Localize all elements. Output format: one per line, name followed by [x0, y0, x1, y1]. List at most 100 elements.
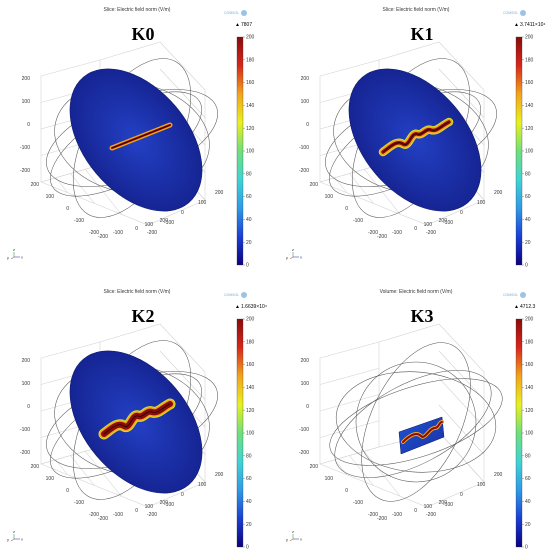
panel-k2: Slice: Electric field norm (V/m) COMSOL K2…: [7, 289, 267, 551]
grid-line: [159, 350, 206, 400]
y-tick-label: 100: [46, 194, 55, 200]
colorbar-tick-label: 20: [246, 522, 252, 528]
x-tick-bottom-label: -200: [98, 516, 108, 522]
colorbar-tick-label: 40: [525, 217, 531, 223]
triad-y: [289, 538, 294, 542]
colorbar-tick-label: 20: [246, 240, 252, 246]
x-tick-label: 0: [460, 210, 463, 216]
y-tick-label: 0: [66, 206, 69, 212]
field-hotspot: [98, 398, 176, 440]
x-tick-label: 200: [215, 472, 224, 478]
grid-line: [319, 394, 380, 412]
x-tick-bottom-label: 100: [424, 222, 433, 228]
z-tick-label: 200: [22, 358, 31, 364]
colorbar-scale: [515, 318, 523, 548]
grid-wall-back: [378, 323, 485, 483]
panel-k3: Volume: Electric field norm (V/m) COMSOL K…: [286, 289, 536, 551]
triad-y-label: y: [286, 255, 288, 260]
y-tick-label: 0: [345, 488, 348, 494]
colorbar-tick-label: 160: [525, 80, 534, 86]
comsol-logo: COMSOL: [503, 293, 518, 297]
z-tick-label: -100: [20, 427, 30, 433]
max-marker-value: 4712.3: [520, 304, 536, 310]
colorbar-tick-label: 40: [525, 499, 531, 505]
panel-title: Slice: Electric field norm (V/m): [104, 7, 171, 13]
x-tick-bottom-label: 0: [135, 226, 138, 232]
panel-title: Volume: Electric field norm (V/m): [380, 289, 453, 295]
colorbar-tick-label: 180: [525, 57, 534, 63]
panel-label: K3: [410, 306, 433, 326]
y-tick-label: 200: [31, 182, 40, 188]
colorbar: 0 20 40 60 80 100 120 140 160 180 200: [236, 317, 255, 551]
colorbar-tick-label: 120: [525, 408, 534, 414]
axis-triad: [10, 252, 20, 260]
field-hotspot: [378, 117, 454, 157]
y-tick-label: -200: [368, 512, 378, 518]
grid-floor: [319, 431, 485, 508]
y-tick-label: -100: [353, 218, 363, 224]
y-tick-label: 100: [325, 476, 334, 482]
x-tick-bottom-label: 200: [160, 218, 169, 224]
panel-label: K0: [131, 24, 154, 44]
triad-x-label: x: [300, 255, 302, 260]
x-tick-bottom-label: 0: [414, 226, 417, 232]
x-tick-bottom-label: -200: [377, 516, 387, 522]
z-tick-label: 100: [301, 99, 310, 105]
x-tick-label: -200: [147, 512, 157, 518]
colorbar-tick-label: 160: [246, 80, 255, 86]
x-tick-label: -100: [164, 220, 174, 226]
colorbar-tick-label: 60: [525, 476, 531, 482]
colorbar-scale: [236, 36, 244, 266]
colorbar-tick-label: 100: [525, 149, 534, 155]
colorbar-tick-label: 40: [246, 217, 252, 223]
y-tick-label: -100: [353, 500, 363, 506]
z-tick-label: 0: [27, 122, 30, 128]
z-tick-label: 0: [27, 404, 30, 410]
max-marker-value: 3.7411×10⁴: [520, 22, 546, 28]
x-tick-bottom-label: 0: [135, 508, 138, 514]
colorbar-tick-label: 0: [246, 545, 249, 551]
x-tick-bottom-label: -200: [377, 234, 387, 240]
loop-center: [355, 361, 477, 483]
triad-z-label: z: [13, 247, 15, 252]
triad-y-label: y: [7, 255, 9, 260]
y-tick-label: 200: [310, 464, 319, 470]
field-band-core: [402, 421, 443, 443]
max-marker-icon: ▲: [235, 304, 240, 310]
z-tick-label: -200: [299, 450, 309, 456]
x-tick-label: 200: [215, 190, 224, 196]
colorbar-tick-label: 140: [246, 385, 255, 391]
z-tick-label: 200: [301, 358, 310, 364]
x-tick-bottom-label: -200: [98, 234, 108, 240]
x-tick-label: -200: [147, 230, 157, 236]
y-tick-label: -200: [368, 230, 378, 236]
colorbar-tick-label: 20: [525, 240, 531, 246]
x-tick-label: -200: [426, 230, 436, 236]
triad-x-label: x: [300, 537, 302, 542]
z-tick-label: -100: [20, 145, 30, 151]
y-tick-label: -100: [74, 500, 84, 506]
z-tick-label: -100: [299, 427, 309, 433]
grid-box: [319, 323, 485, 508]
colorbar-tick-label: 140: [525, 385, 534, 391]
grid-line: [349, 173, 374, 204]
x-tick-bottom-label: 100: [424, 504, 433, 510]
colorbar-tick-label: 100: [246, 431, 255, 437]
comsol-logo-icon: [241, 10, 247, 16]
triad-y: [289, 256, 294, 260]
field-hotspot: [109, 122, 173, 151]
triad-z-label: z: [292, 247, 294, 252]
panel-title: Slice: Electric field norm (V/m): [383, 7, 450, 13]
z-tick-label: 200: [301, 76, 310, 82]
comsol-logo-icon: [520, 292, 526, 298]
y-tick-label: 200: [310, 182, 319, 188]
comsol-logo: COMSOL: [503, 11, 518, 15]
z-tick-label: 100: [301, 381, 310, 387]
panel-label: K2: [131, 306, 154, 326]
panel-label: K1: [410, 24, 433, 44]
antenna-wire: [103, 403, 171, 435]
grid-line: [70, 173, 95, 204]
colorbar-tick-label: 60: [246, 476, 252, 482]
max-marker-icon: ▲: [514, 304, 519, 310]
